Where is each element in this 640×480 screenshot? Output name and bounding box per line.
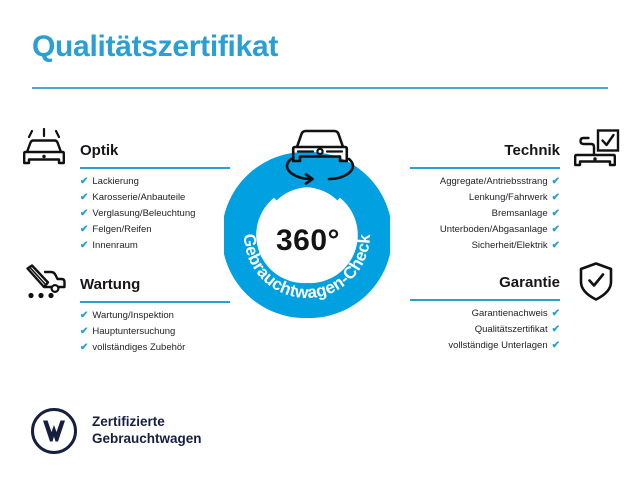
list-item-label: Karosserie/Anbauteile xyxy=(92,192,186,203)
list-item-label: Felgen/Reifen xyxy=(92,224,152,235)
check-icon: ✔ xyxy=(551,224,560,235)
check-icon: ✔ xyxy=(551,240,560,251)
list-item: Sicherheit/Elektrik ✔ xyxy=(392,238,560,254)
list-item: ✔ Lackierung xyxy=(80,174,248,190)
check-icon: ✔ xyxy=(551,176,560,187)
list-item: ✔ Hauptuntersuchung xyxy=(80,324,248,340)
list-item-label: Wartung/Inspektion xyxy=(92,310,174,321)
page-title: Qualitätszertifikat xyxy=(32,30,279,63)
checklist-technik: Aggregate/Antriebsstrang ✔ Lenkung/Fahrwe… xyxy=(392,174,622,254)
list-item: Lenkung/Fahrwerk ✔ xyxy=(392,190,560,206)
vw-logo-icon xyxy=(31,408,77,454)
list-item: Unterboden/Abgasanlage ✔ xyxy=(392,222,560,238)
check-icon: ✔ xyxy=(80,310,89,321)
section-title: Wartung xyxy=(80,276,141,293)
checklist-wartung: ✔ Wartung/Inspektion ✔ Hauptuntersuchung ✔… xyxy=(18,308,248,356)
section-divider xyxy=(80,167,230,169)
list-item: Bremsanlage ✔ xyxy=(392,206,560,222)
badge-center-label: 360° xyxy=(275,224,341,257)
list-item-label: Aggregate/Antriebsstrang xyxy=(439,176,548,187)
vw-wordmark: Zertifizierte Gebrauchtwagen xyxy=(92,413,202,447)
list-item-label: Lenkung/Fahrwerk xyxy=(468,192,548,203)
check-icon: ✔ xyxy=(80,208,89,219)
check-icon: ✔ xyxy=(551,208,560,219)
list-item-label: Sicherheit/Elektrik xyxy=(471,240,548,251)
list-item-label: vollständige Unterlagen xyxy=(448,340,548,351)
section-divider xyxy=(410,167,560,169)
section-divider xyxy=(410,299,560,301)
section-header: Wartung xyxy=(18,262,248,308)
list-item: vollständige Unterlagen ✔ xyxy=(392,338,560,354)
gebrauchtwagen-check-badge: Gebrauchtwagen-Check 360° xyxy=(224,118,416,318)
section-garantie: Garantie Garantienachweis ✔ Qualitätszert… xyxy=(392,260,622,354)
section-title: Technik xyxy=(504,142,560,159)
list-item: ✔ Karosserie/Anbauteile xyxy=(80,190,248,206)
list-item: ✔ Wartung/Inspektion xyxy=(80,308,248,324)
check-icon: ✔ xyxy=(80,192,89,203)
section-header: Garantie xyxy=(392,260,622,306)
car-rotate-icon xyxy=(285,129,355,185)
list-item: ✔ Verglasung/Beleuchtung xyxy=(80,206,248,222)
list-item-label: Verglasung/Beleuchtung xyxy=(92,208,196,219)
vw-wordmark-line1: Zertifizierte xyxy=(92,414,165,429)
list-item-label: Garantienachweis xyxy=(471,308,548,319)
section-title: Optik xyxy=(80,142,119,159)
section-optik: Optik ✔ Lackierung ✔ Karosserie/Anbauteile… xyxy=(18,127,248,254)
section-divider xyxy=(80,301,230,303)
check-icon: ✔ xyxy=(551,308,560,319)
check-icon: ✔ xyxy=(551,324,560,335)
checklist-optik: ✔ Lackierung ✔ Karosserie/Anbauteile ✔ Verg… xyxy=(18,174,248,254)
section-wartung: Wartung ✔ Wartung/Inspektion ✔ Hauptunters… xyxy=(18,262,248,356)
service-pen-car-icon xyxy=(18,262,70,306)
list-item-label: Bremsanlage xyxy=(491,208,548,219)
list-item-label: Hauptuntersuchung xyxy=(92,326,176,337)
car-shine-icon xyxy=(18,127,70,172)
list-item-label: Qualitätszertifikat xyxy=(474,324,548,335)
section-header: Technik xyxy=(392,128,622,174)
checklist-garantie: Garantienachweis ✔ Qualitätszertifikat ✔ v… xyxy=(392,306,622,354)
check-icon: ✔ xyxy=(551,192,560,203)
section-header: Optik xyxy=(18,127,248,174)
header-divider xyxy=(32,87,608,89)
list-item: ✔ vollständiges Zubehör xyxy=(80,340,248,356)
section-title: Garantie xyxy=(499,274,560,291)
list-item-label: Lackierung xyxy=(92,176,139,187)
shield-check-icon xyxy=(570,260,622,304)
list-item-label: vollständiges Zubehör xyxy=(92,342,186,353)
check-icon: ✔ xyxy=(80,326,89,337)
check-icon: ✔ xyxy=(80,224,89,235)
vw-wordmark-line2: Gebrauchtwagen xyxy=(92,431,202,446)
section-technik: Technik Aggregate/Antriebsstrang ✔ Lenkun… xyxy=(392,128,622,254)
car-checkbox-icon xyxy=(570,128,622,172)
list-item: ✔ Felgen/Reifen xyxy=(80,222,248,238)
check-icon: ✔ xyxy=(80,176,89,187)
list-item: ✔ Innenraum xyxy=(80,238,248,254)
list-item-label: Innenraum xyxy=(92,240,138,251)
check-icon: ✔ xyxy=(80,240,89,251)
list-item: Garantienachweis ✔ xyxy=(392,306,560,322)
vw-footer-logo: Zertifizierte Gebrauchtwagen xyxy=(30,405,270,459)
list-item-label: Unterboden/Abgasanlage xyxy=(439,224,548,235)
check-icon: ✔ xyxy=(551,340,560,351)
badge-ring: Gebrauchtwagen-Check xyxy=(224,152,390,318)
list-item: Aggregate/Antriebsstrang ✔ xyxy=(392,174,560,190)
list-item: Qualitätszertifikat ✔ xyxy=(392,322,560,338)
check-icon: ✔ xyxy=(80,342,89,353)
